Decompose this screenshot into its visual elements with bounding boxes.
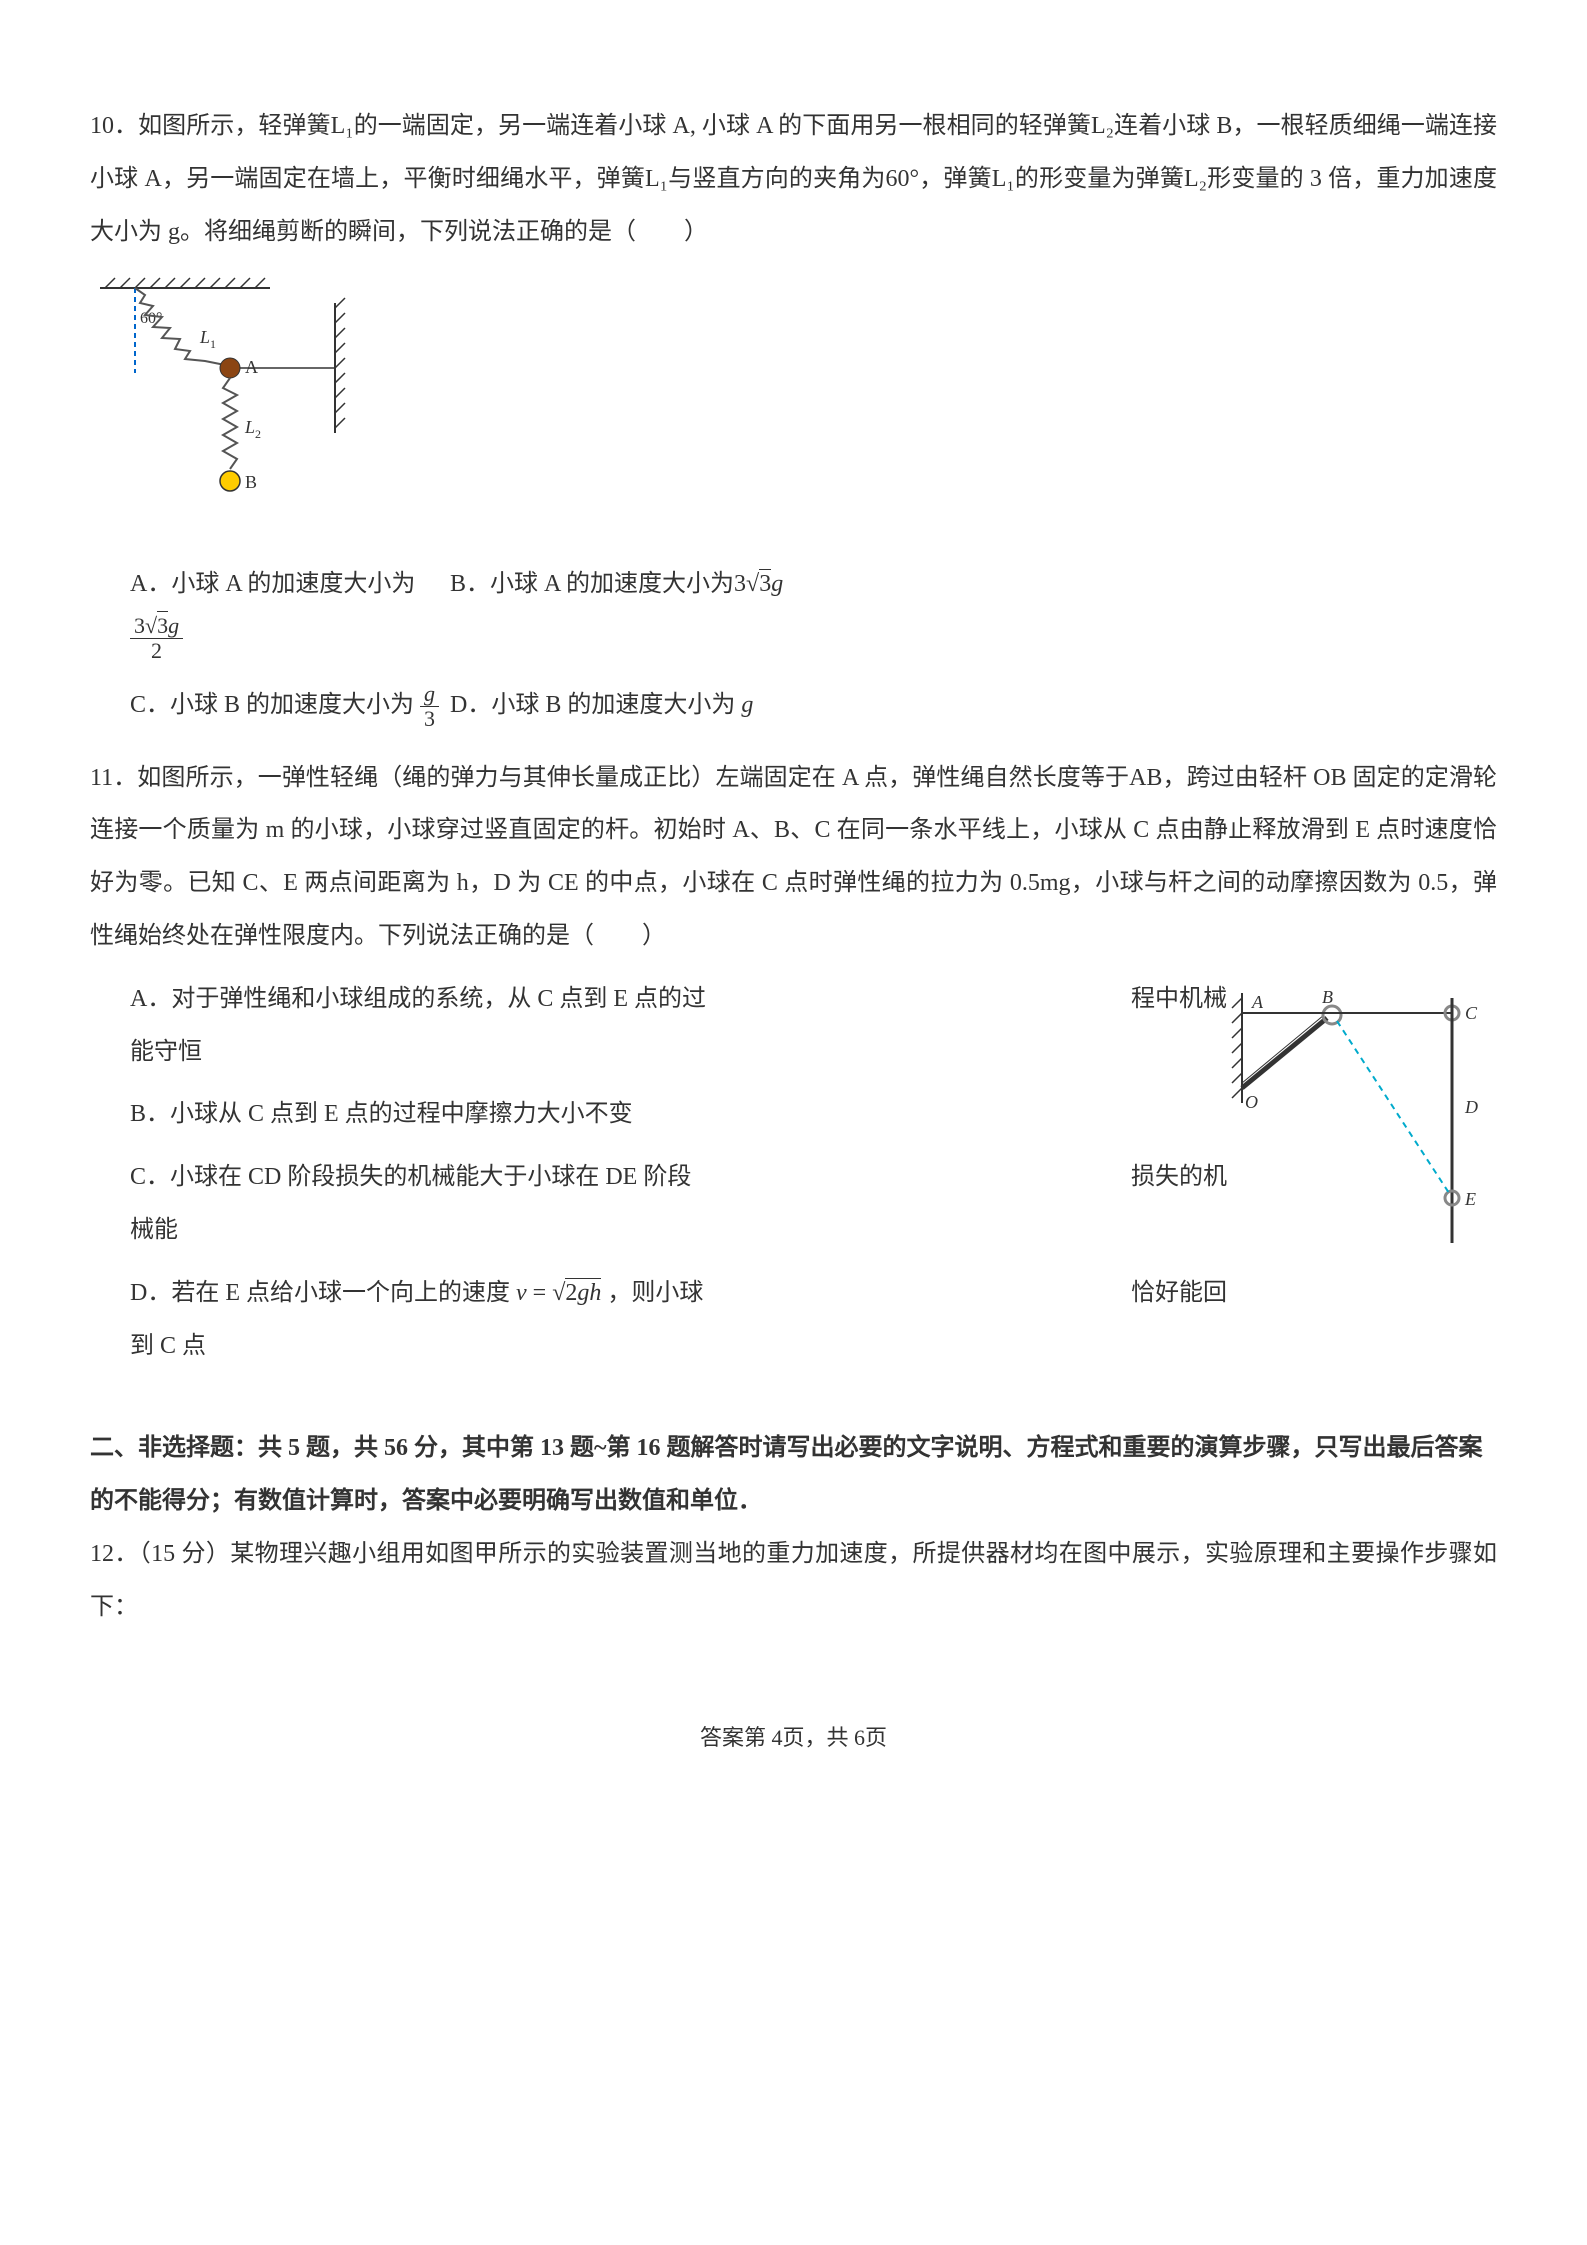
svg-text:D: D bbox=[1464, 1097, 1478, 1117]
q11-diagram: A O B C D E bbox=[1217, 983, 1497, 1283]
question-12: 12．（15 分）某物理兴趣小组用如图甲所示的实验装置测当地的重力加速度，所提供… bbox=[90, 1528, 1497, 1634]
wall-hatching bbox=[335, 298, 345, 428]
q10-options-row1: A．小球 A 的加速度大小为 33g 2 B．小球 A 的加速度大小为33g bbox=[90, 558, 1497, 664]
svg-text:O: O bbox=[1245, 1092, 1258, 1112]
q11-svg: A O B C D E bbox=[1217, 983, 1497, 1263]
svg-text:B: B bbox=[245, 472, 257, 492]
angle-label: 60° bbox=[140, 310, 162, 327]
q10-diagram: 60° L 1 A L bbox=[90, 273, 1497, 543]
q10-number: 10． bbox=[90, 113, 138, 139]
q11-body: 如图所示，一弹性轻绳（绳的弹力与其伸长量成正比）左端固定在 A 点，弹性绳自然长… bbox=[90, 765, 1497, 949]
q10-option-c: C．小球 B 的加速度大小为 g 3 bbox=[90, 679, 450, 732]
question-10: 10．如图所示，轻弹簧L₁的一端固定，另一端连着小球 A, 小球 A 的下面用另… bbox=[90, 100, 1497, 732]
svg-text:E: E bbox=[1464, 1189, 1476, 1209]
svg-text:A: A bbox=[1251, 992, 1264, 1012]
svg-text:L: L bbox=[244, 417, 255, 437]
svg-text:2: 2 bbox=[255, 427, 261, 441]
section-2-header: 二、非选择题：共 5 题，共 56 分，其中第 13 题~第 16 题解答时请写… bbox=[90, 1422, 1497, 1528]
svg-text:L: L bbox=[199, 327, 210, 347]
q10-svg: 60° L 1 A L bbox=[90, 273, 370, 523]
q10-options-row2: C．小球 B 的加速度大小为 g 3 D．小球 B 的加速度大小为 g bbox=[90, 679, 1497, 732]
q11-option-d: D．若在 E 点给小球一个向上的速度 v = 2gh ，则小球 恰好能回 到 C… bbox=[130, 1267, 1497, 1373]
q11-number: 11． bbox=[90, 765, 137, 791]
q10-body: 如图所示，轻弹簧L₁的一端固定，另一端连着小球 A, 小球 A 的下面用另一根相… bbox=[90, 113, 1497, 245]
svg-text:C: C bbox=[1465, 1003, 1478, 1023]
question-11: 11．如图所示，一弹性轻绳（绳的弹力与其伸长量成正比）左端固定在 A 点，弹性绳… bbox=[90, 752, 1497, 1383]
svg-text:B: B bbox=[1322, 987, 1333, 1007]
page-footer: 答案第 4页，共 6页 bbox=[90, 1714, 1497, 1762]
q12-text: 12．（15 分）某物理兴趣小组用如图甲所示的实验装置测当地的重力加速度，所提供… bbox=[90, 1528, 1497, 1634]
q11-wall-hatching bbox=[1232, 998, 1242, 1098]
q11-text: 11．如图所示，一弹性轻绳（绳的弹力与其伸长量成正比）左端固定在 A 点，弹性绳… bbox=[90, 752, 1497, 963]
q10-text: 10．如图所示，轻弹簧L₁的一端固定，另一端连着小球 A, 小球 A 的下面用另… bbox=[90, 100, 1497, 258]
ceiling-hatching bbox=[105, 278, 265, 288]
q12-number: 12． bbox=[90, 1541, 139, 1567]
svg-text:1: 1 bbox=[210, 337, 216, 351]
q10-option-a: A．小球 A 的加速度大小为 33g 2 bbox=[90, 558, 450, 664]
q10-option-b: B．小球 A 的加速度大小为33g bbox=[450, 558, 850, 664]
q10-option-d: D．小球 B 的加速度大小为 g bbox=[450, 679, 850, 732]
q12-body: （15 分）某物理兴趣小组用如图甲所示的实验装置测当地的重力加速度，所提供器材均… bbox=[90, 1541, 1497, 1620]
q11-options: A O B C D E bbox=[90, 973, 1497, 1383]
svg-text:A: A bbox=[245, 357, 258, 377]
